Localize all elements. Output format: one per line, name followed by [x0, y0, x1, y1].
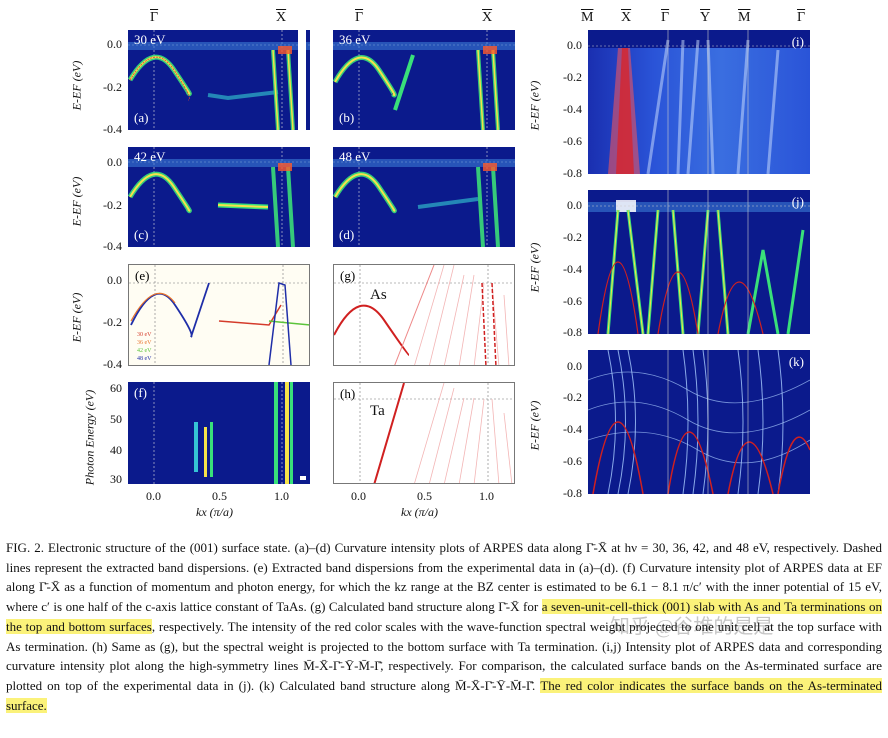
ytick-j-3: -0.6	[563, 294, 582, 308]
ytick-k-4: -0.8	[563, 486, 582, 500]
energy-axis-label-i: E-EF (eV)	[527, 80, 542, 131]
panel-b-energy: 36 eV	[339, 32, 371, 47]
panel-e-legend: 30 eV 36 eV 42 eV 48 eV	[137, 331, 152, 363]
legend-48ev: 48 eV	[137, 356, 152, 362]
panel-k-label: (k)	[788, 354, 804, 369]
energy-axis-label-k: E-EF (eV)	[527, 400, 542, 451]
panel-h-label: (h)	[340, 386, 356, 401]
x-symbol-r: X	[621, 10, 632, 25]
caption-part-1: FIG. 2. Electronic structure of the (001…	[6, 540, 882, 615]
x-axis-label-right: kx (π/a)	[401, 505, 438, 519]
ytick-k-3: -0.6	[563, 454, 582, 468]
m-symbol-1: M	[581, 10, 594, 25]
gamma-symbol-a: Γ	[150, 10, 159, 25]
ytick-e-2: -0.4	[103, 357, 122, 371]
xtick-right-05: 0.5	[417, 489, 432, 503]
panel-g: (g) As	[333, 264, 515, 366]
panel-a-energy: 30 eV	[134, 32, 166, 47]
caption-part-2: , respectively. The intensity of the red…	[6, 618, 882, 693]
ytick-e-0: 0.0	[107, 273, 122, 287]
x-symbol-b: X	[482, 10, 493, 25]
ytick-c-0: 0.0	[107, 155, 122, 169]
panel-j: (j)	[588, 190, 810, 334]
panel-i-label: (i)	[791, 34, 804, 49]
y-symbol-r: Y	[700, 10, 711, 25]
panel-g-element: As	[370, 287, 387, 303]
xtick-right-1: 1.0	[479, 489, 494, 503]
ytick-j-0: 0.0	[567, 198, 582, 212]
panel-f: (f)	[128, 382, 310, 484]
xtick-left-0: 0.0	[146, 489, 161, 503]
energy-axis-label-j: E-EF (eV)	[527, 242, 542, 293]
ytick-j-1: -0.2	[563, 230, 582, 244]
legend-42ev: 42 eV	[137, 348, 152, 354]
panel-c: 42 eV (c)	[128, 147, 310, 247]
panel-e: (e) 30 eV 36 eV 42 eV 48 eV	[128, 264, 310, 366]
energy-axis-label-cd: E-EF (eV)	[69, 176, 84, 227]
ytick-i-3: -0.6	[563, 134, 582, 148]
x-symbol-a: X	[276, 10, 287, 25]
ytick-c-2: -0.4	[103, 239, 122, 253]
gamma-symbol-b: Γ	[355, 10, 364, 25]
panel-b: 36 eV (b)	[333, 30, 515, 130]
ytick-k-0: 0.0	[567, 359, 582, 373]
panel-h: (h) Ta	[333, 382, 515, 484]
ytick-j-2: -0.4	[563, 262, 582, 276]
panel-g-label: (g)	[340, 268, 356, 283]
xtick-left-1: 1.0	[274, 489, 289, 503]
x-axis-label-left: kx (π/a)	[196, 505, 233, 519]
panel-f-label: (f)	[134, 385, 147, 400]
gamma-symbol-r1: Γ	[661, 10, 670, 25]
xtick-right-0: 0.0	[351, 489, 366, 503]
panel-j-label: (j)	[791, 194, 804, 209]
energy-axis-label-ab: E-EF (eV)	[69, 60, 84, 111]
panel-i: (i)	[588, 30, 810, 174]
panel-d-label: (d)	[339, 227, 355, 242]
ytick-i-4: -0.8	[563, 166, 582, 180]
panel-c-label: (c)	[134, 227, 149, 242]
ptick-40: 40	[110, 443, 122, 457]
panel-b-label: (b)	[339, 110, 355, 125]
legend-36ev: 36 eV	[137, 340, 152, 346]
ytick-k-1: -0.2	[563, 390, 582, 404]
panel-h-element: Ta	[370, 403, 385, 419]
ytick-j-4: -0.8	[563, 325, 582, 339]
ytick-a-0: 0.0	[107, 37, 122, 51]
photon-axis-label: Photon Energy (eV)	[82, 389, 97, 486]
m-symbol-2: M	[738, 10, 751, 25]
energy-axis-label-e: E-EF (eV)	[69, 292, 84, 343]
ptick-50: 50	[110, 412, 122, 426]
watermark: 知乎 @谷堆的是是	[610, 616, 774, 638]
ptick-30: 30	[110, 472, 122, 486]
xtick-left-05: 0.5	[212, 489, 227, 503]
panel-c-energy: 42 eV	[134, 149, 166, 164]
panel-d-energy: 48 eV	[339, 149, 371, 164]
legend-30ev: 30 eV	[137, 332, 152, 338]
gamma-symbol-r2: Γ	[797, 10, 806, 25]
ytick-i-1: -0.2	[563, 70, 582, 84]
panel-d: 48 eV (d)	[333, 147, 515, 247]
panel-a: 30 eV (a)	[128, 30, 310, 130]
figure-caption: FIG. 2. Electronic structure of the (001…	[6, 538, 883, 715]
ytick-i-0: 0.0	[567, 38, 582, 52]
ytick-e-1: -0.2	[103, 315, 122, 329]
ytick-c-1: -0.2	[103, 198, 122, 212]
ytick-k-2: -0.4	[563, 422, 582, 436]
ytick-i-2: -0.4	[563, 102, 582, 116]
panel-k: (k)	[588, 350, 810, 494]
ytick-a-1: -0.2	[103, 80, 122, 94]
panel-a-label: (a)	[134, 110, 149, 125]
panel-e-label: (e)	[135, 268, 150, 283]
ptick-60: 60	[110, 381, 122, 395]
ytick-a-2: -0.4	[103, 122, 122, 136]
